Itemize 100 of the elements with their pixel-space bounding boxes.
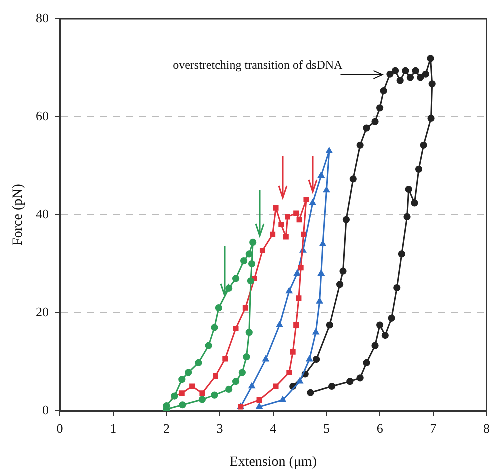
point: [372, 118, 379, 126]
point: [179, 402, 186, 409]
y-tick-label: 0: [42, 402, 49, 418]
point: [388, 314, 396, 322]
x-axis-title: Extension (μm): [230, 455, 318, 470]
point: [262, 356, 270, 362]
point: [296, 217, 302, 223]
point: [260, 248, 266, 254]
point: [405, 186, 412, 194]
point: [301, 232, 307, 238]
point: [428, 80, 436, 88]
point: [243, 354, 250, 361]
point: [213, 373, 218, 379]
point: [306, 356, 313, 362]
point: [376, 322, 384, 329]
point: [312, 329, 320, 335]
x-tick-label: 8: [484, 421, 490, 436]
y-axis-title: Force (pN): [11, 184, 26, 246]
x-tick-label: 4: [270, 421, 278, 436]
point: [250, 238, 257, 246]
point: [356, 374, 364, 382]
x-tick-label: 6: [376, 421, 384, 436]
point: [198, 396, 206, 404]
point: [296, 296, 302, 302]
point: [248, 382, 256, 389]
x-tick-label: 3: [216, 421, 224, 436]
point: [342, 216, 350, 224]
point: [380, 87, 388, 95]
point: [396, 77, 404, 84]
point: [336, 281, 344, 288]
point: [222, 356, 228, 362]
point: [310, 200, 316, 206]
point: [313, 356, 320, 364]
point: [324, 186, 330, 193]
point: [296, 378, 304, 384]
point: [270, 232, 276, 238]
point: [350, 176, 357, 183]
point: [304, 197, 310, 203]
point: [278, 222, 284, 228]
point: [185, 369, 192, 376]
point: [417, 74, 424, 82]
point: [372, 342, 379, 350]
point: [376, 104, 384, 112]
x-tick-label: 7: [430, 421, 438, 436]
point: [294, 210, 300, 216]
point: [392, 67, 400, 74]
point: [238, 369, 246, 376]
point: [256, 397, 262, 403]
point: [298, 265, 304, 271]
point: [294, 270, 301, 276]
point: [422, 70, 430, 78]
point: [276, 322, 283, 328]
point: [356, 142, 364, 149]
point: [256, 404, 263, 410]
y-tick-label: 60: [36, 108, 49, 124]
point: [195, 359, 202, 367]
point: [402, 67, 410, 74]
y-tick-label: 80: [36, 10, 49, 26]
x-tick-label: 0: [56, 421, 64, 436]
point: [211, 392, 218, 399]
point: [394, 284, 401, 292]
x-tick-label: 1: [110, 421, 117, 436]
x-tick-label: 5: [323, 421, 330, 436]
point: [215, 304, 223, 312]
point: [273, 384, 279, 390]
point: [290, 349, 296, 355]
point: [211, 324, 218, 332]
point: [346, 378, 354, 386]
point: [200, 390, 206, 396]
point: [411, 200, 418, 207]
point: [205, 342, 212, 350]
point: [326, 322, 334, 329]
point: [420, 142, 428, 149]
point: [318, 172, 325, 178]
point: [406, 74, 414, 82]
point: [280, 396, 286, 402]
point: [294, 322, 300, 328]
point: [226, 386, 233, 393]
annotation: overstretching transition of dsDNA: [173, 58, 344, 72]
point: [246, 329, 253, 336]
y-tick-label: 40: [36, 206, 49, 222]
y-tick-label: 20: [36, 304, 49, 320]
point: [320, 240, 326, 247]
point: [178, 376, 186, 384]
point: [247, 278, 255, 285]
point: [246, 250, 253, 258]
point: [179, 390, 185, 396]
point: [316, 298, 323, 304]
point: [232, 378, 240, 386]
point: [328, 382, 336, 390]
point: [286, 288, 293, 294]
point: [240, 258, 248, 265]
point: [412, 67, 420, 74]
point: [248, 260, 256, 268]
point: [283, 234, 289, 240]
point: [398, 250, 406, 258]
x-tick-label: 2: [163, 421, 170, 436]
point: [318, 270, 325, 276]
point: [386, 70, 394, 78]
point: [286, 370, 292, 376]
